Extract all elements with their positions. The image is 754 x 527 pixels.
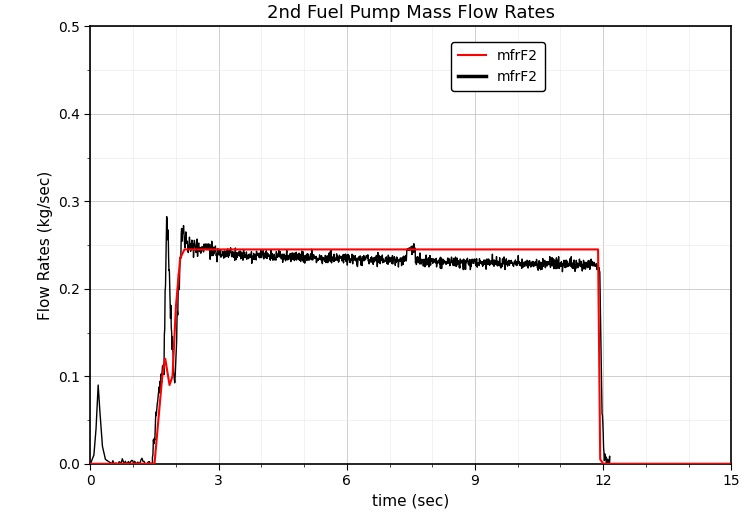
Legend: mfrF2, mfrF2: mfrF2, mfrF2 xyxy=(451,42,545,91)
Title: 2nd Fuel Pump Mass Flow Rates: 2nd Fuel Pump Mass Flow Rates xyxy=(267,4,555,22)
X-axis label: time (sec): time (sec) xyxy=(372,494,449,509)
Y-axis label: Flow Rates (kg/sec): Flow Rates (kg/sec) xyxy=(38,170,53,320)
